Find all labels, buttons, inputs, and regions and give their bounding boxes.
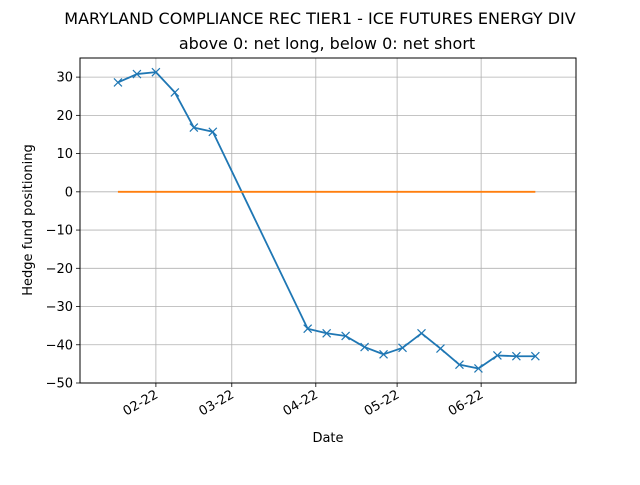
data-point-marker (132, 69, 142, 79)
data-point-marker (417, 328, 426, 338)
chart-subtitle: above 0: net long, below 0: net short (179, 34, 475, 53)
y-axis-label: Hedge fund positioning (21, 144, 36, 295)
chart-title: MARYLAND COMPLIANCE REC TIER1 - ICE FUTU… (64, 9, 575, 28)
plot-area-frame (79, 57, 577, 384)
y-tick-label: −20 (46, 262, 73, 277)
y-axis-ticks: 30 20 10 0 −10 −20 −30 −40 −50 (46, 71, 80, 392)
data-point-marker (511, 351, 521, 361)
plot-series (113, 67, 540, 373)
data-point-marker (303, 324, 313, 334)
y-tick-label: −10 (46, 224, 73, 239)
data-point-marker (322, 328, 332, 338)
data-point-marker (360, 342, 370, 352)
x-axis-label: Date (312, 431, 343, 446)
data-point-marker (455, 360, 464, 370)
grid (80, 58, 576, 384)
data-point-marker (151, 67, 161, 77)
data-point-marker (208, 127, 218, 137)
data-point-marker (341, 331, 351, 341)
y-tick-label: 20 (56, 109, 73, 124)
y-tick-label: 0 (65, 185, 73, 200)
y-tick-label: 30 (56, 71, 73, 86)
data-point-marker (379, 349, 388, 359)
y-tick-label: −50 (46, 377, 73, 392)
data-point-marker (189, 123, 199, 133)
data-point-marker (398, 343, 407, 353)
data-point-marker (474, 364, 483, 373)
data-point-marker (170, 87, 180, 97)
data-point-marker (530, 351, 540, 361)
y-tick-label: −30 (46, 300, 73, 315)
y-tick-label: 10 (56, 147, 73, 162)
data-point-marker (113, 78, 123, 87)
y-tick-label: −40 (46, 338, 73, 353)
data-point-marker (492, 351, 502, 360)
data-point-marker (436, 344, 445, 354)
